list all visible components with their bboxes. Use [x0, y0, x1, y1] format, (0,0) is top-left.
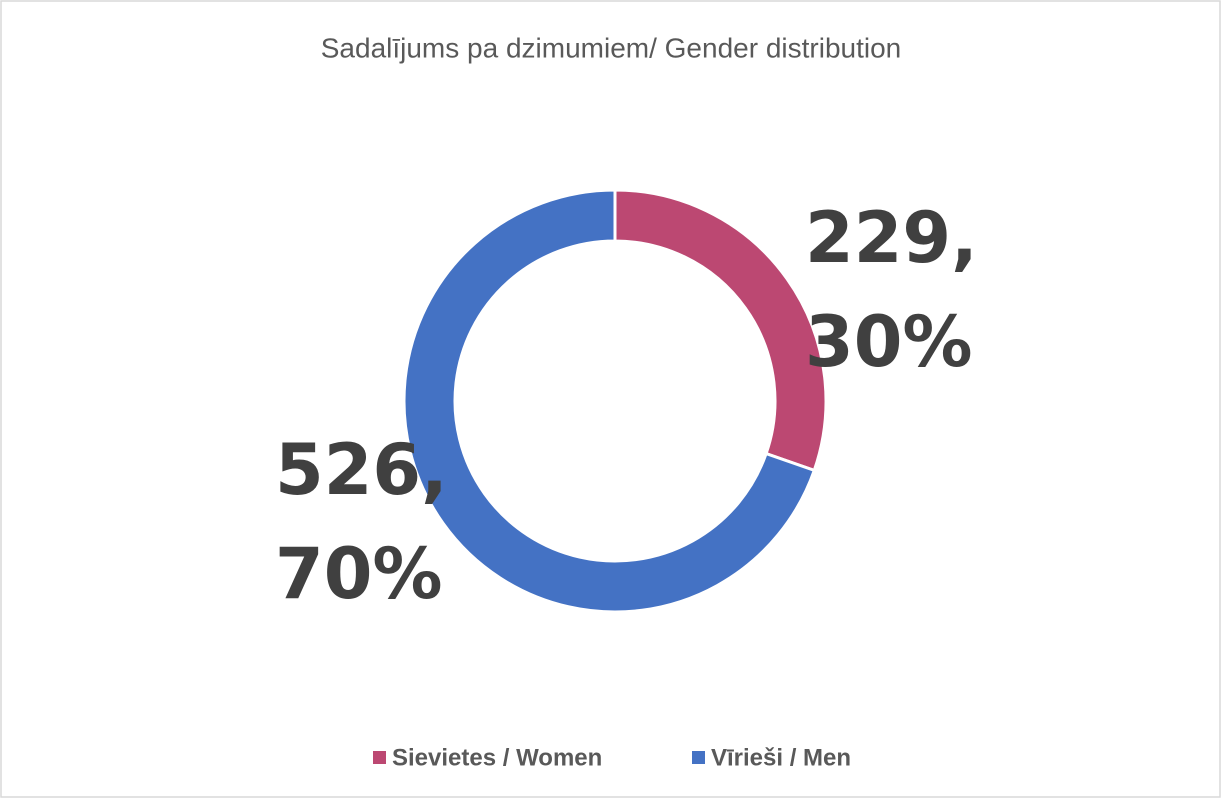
legend-label: Sievietes / Women: [392, 744, 602, 771]
data-label: 229, 30%: [805, 197, 978, 383]
legend-label: Vīrieši / Men: [711, 744, 851, 771]
data-label: 526, 70%: [275, 429, 448, 615]
legend-swatch: [373, 751, 386, 764]
legend-swatch: [692, 751, 705, 764]
donut-slice: [402, 188, 817, 614]
donut-slice: [613, 188, 828, 473]
chart-title: Sadalījums pa dzimumiem/ Gender distribu…: [321, 32, 901, 63]
